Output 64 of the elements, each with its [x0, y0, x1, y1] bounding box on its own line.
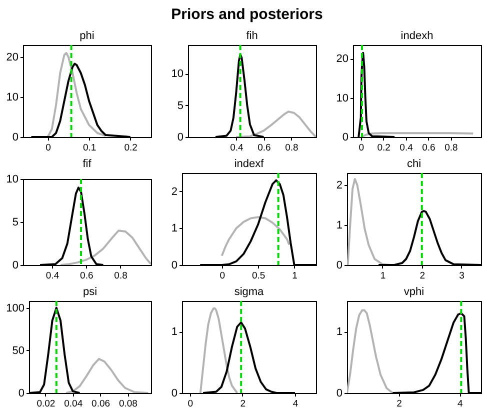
x-tick-label: 0.02 [36, 398, 56, 410]
y-tick-label: 10 [336, 92, 348, 104]
x-tick-label: 1 [380, 270, 386, 282]
y-tick-label: 5 [12, 216, 18, 228]
x-tick-label: 0.6 [80, 270, 94, 282]
chart-title: vphi [404, 286, 424, 298]
y-tick-label: 1 [336, 220, 342, 232]
x-tick-label: 4 [458, 398, 463, 410]
y-tick-label: 2 [171, 186, 178, 198]
chart-title: chi [406, 158, 422, 170]
chart-title: indexh [400, 30, 434, 42]
y-tick-label: 50 [12, 344, 24, 357]
x-tick-label: 0 [220, 270, 225, 282]
y-tick-label: 10 [171, 68, 184, 80]
y-tick-label: 20 [336, 53, 348, 66]
y-tick-label: 0 [12, 132, 18, 144]
y-tick-label: 0 [171, 388, 178, 400]
chart-title: fih [246, 30, 258, 42]
chart-title: phi [80, 30, 94, 42]
x-tick-label: 0.4 [400, 142, 413, 154]
x-tick-label: 0.06 [92, 398, 110, 410]
x-tick-label: 3 [459, 270, 464, 282]
y-tick-label: 5 [177, 100, 184, 112]
x-tick-label: 0 [188, 398, 194, 410]
x-tick-label: 0.4 [46, 270, 60, 282]
y-tick-label: 0 [12, 260, 18, 272]
x-tick-label: 0.8 [444, 142, 458, 154]
x-tick-label: 0.2 [124, 142, 138, 154]
chart-title: sigma [234, 286, 265, 298]
y-tick-label: 10 [6, 92, 18, 104]
x-tick-label: 0 [358, 142, 364, 154]
x-tick-label: 0.1 [82, 142, 96, 154]
y-tick-label: 20 [6, 52, 18, 64]
x-tick-label: 2 [240, 398, 246, 410]
y-tick-label: 0 [342, 132, 348, 144]
x-tick-label: 0.08 [118, 398, 138, 410]
chart-title: fif [82, 158, 92, 170]
x-tick-label: 0.8 [114, 270, 128, 282]
x-tick-label: 2 [420, 270, 426, 282]
x-tick-label: 0.04 [64, 398, 83, 410]
x-tick-label: 1 [292, 270, 298, 282]
x-tick-label: 0 [46, 142, 51, 154]
y-tick-label: 0 [336, 388, 342, 400]
y-tick-label: 0 [177, 132, 184, 144]
chart-title: psi [82, 286, 98, 298]
x-tick-label: 0.2 [377, 142, 390, 154]
y-tick-label: 100 [6, 302, 24, 314]
y-tick-label: 1 [171, 326, 178, 338]
x-tick-label: 0.6 [258, 142, 271, 154]
x-tick-label: 4 [292, 398, 298, 410]
x-tick-label: 0.5 [252, 270, 266, 282]
text: Priors and posteriors [170, 5, 324, 25]
y-tick-label: 10 [6, 174, 18, 186]
x-tick-label: 0.6 [422, 142, 436, 154]
y-tick-label: 0 [171, 260, 178, 272]
chart-title: indexf [234, 158, 265, 170]
y-tick-label: 0 [18, 388, 24, 400]
x-tick-label: 2 [396, 398, 402, 410]
y-tick-label: 1 [171, 222, 178, 235]
y-tick-label: 2 [336, 180, 342, 192]
y-tick-label: 1 [336, 326, 342, 338]
x-tick-label: 0.8 [285, 142, 298, 154]
y-tick-label: 0 [336, 260, 342, 272]
x-tick-label: 0.4 [230, 142, 244, 154]
